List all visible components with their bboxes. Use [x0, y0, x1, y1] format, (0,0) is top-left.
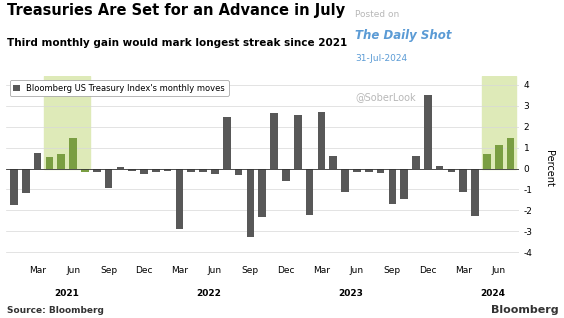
Bar: [377, 169, 384, 173]
Bar: [152, 169, 160, 172]
Bar: [46, 157, 53, 169]
Bar: [34, 153, 41, 169]
Bar: [223, 117, 231, 169]
Bar: [175, 169, 183, 229]
Text: 2022: 2022: [197, 288, 222, 298]
Bar: [306, 169, 314, 215]
Bar: [44, 76, 90, 169]
Bar: [235, 169, 243, 175]
Bar: [329, 156, 337, 169]
Bar: [270, 113, 278, 169]
Bar: [10, 169, 17, 205]
Bar: [22, 169, 29, 193]
Text: 31-Jul-2024: 31-Jul-2024: [355, 54, 407, 63]
Y-axis label: Percent: Percent: [544, 150, 554, 187]
Text: Source: Bloomberg: Source: Bloomberg: [7, 306, 104, 315]
Bar: [482, 76, 516, 169]
Bar: [507, 138, 514, 169]
Bar: [341, 169, 349, 191]
Bar: [187, 169, 195, 172]
Bar: [58, 154, 65, 169]
Bar: [353, 169, 361, 172]
Bar: [483, 154, 491, 169]
Text: 2021: 2021: [55, 288, 80, 298]
Bar: [282, 169, 290, 181]
Bar: [199, 169, 207, 172]
Text: Bloomberg: Bloomberg: [491, 305, 558, 315]
Bar: [81, 169, 89, 172]
Bar: [246, 169, 254, 237]
Bar: [365, 169, 373, 172]
Bar: [460, 169, 467, 191]
Bar: [318, 112, 325, 169]
Bar: [424, 95, 431, 169]
Legend: Bloomberg US Treasury Index's monthly moves: Bloomberg US Treasury Index's monthly mo…: [10, 80, 228, 96]
Text: The Daily Shot: The Daily Shot: [355, 29, 452, 42]
Bar: [436, 166, 443, 169]
Bar: [69, 138, 77, 169]
Bar: [211, 169, 219, 174]
Text: 2023: 2023: [338, 288, 363, 298]
Text: Third monthly gain would mark longest streak since 2021: Third monthly gain would mark longest st…: [7, 38, 347, 48]
Bar: [93, 169, 100, 172]
Text: 2024: 2024: [481, 288, 505, 298]
Bar: [129, 169, 136, 171]
Bar: [389, 169, 396, 204]
Bar: [105, 169, 112, 189]
Bar: [448, 169, 455, 172]
Text: Posted on: Posted on: [355, 10, 399, 18]
Text: @SoberLook: @SoberLook: [355, 92, 416, 102]
Bar: [472, 169, 479, 216]
Bar: [164, 169, 171, 171]
Bar: [117, 168, 124, 169]
Bar: [258, 169, 266, 217]
Text: Treasuries Are Set for an Advance in July: Treasuries Are Set for an Advance in Jul…: [7, 3, 345, 18]
Bar: [400, 169, 408, 199]
Bar: [140, 169, 148, 174]
Bar: [294, 115, 302, 169]
Bar: [412, 156, 420, 169]
Bar: [495, 146, 503, 169]
